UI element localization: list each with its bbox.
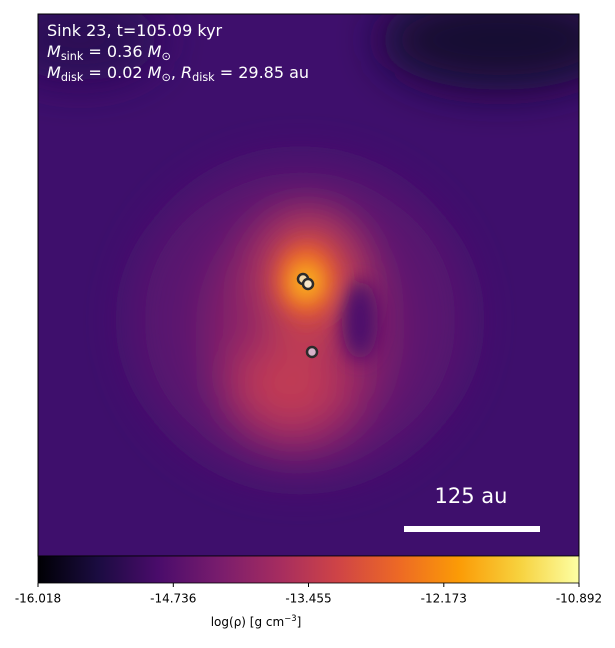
- colorbar-tick-label: -16.018: [15, 592, 61, 606]
- text-segment: M: [148, 42, 162, 61]
- text-segment: = 0.02: [83, 63, 147, 82]
- annotation-line: Sink 23, t=105.09 kyr: [47, 21, 223, 40]
- text-segment: ⊙: [161, 50, 170, 63]
- annotations: Sink 23, t=105.09 kyr Msink = 0.36 M⊙ Mdis…: [47, 21, 309, 84]
- colorbar-label: log(ρ) [g cm−3]: [211, 612, 302, 628]
- text-segment: = 29.85 au: [215, 63, 309, 82]
- text-segment: log(ρ) [g cm: [211, 615, 285, 629]
- colorbar-tick-label: -12.173: [421, 592, 467, 606]
- text-segment: = 0.36: [83, 42, 147, 61]
- text-segment: disk: [192, 71, 215, 84]
- text-segment: M: [148, 63, 162, 82]
- text-segment: M: [47, 63, 61, 82]
- text-segment: R: [181, 63, 192, 82]
- annotation-line: Msink = 0.36 M⊙: [47, 42, 171, 63]
- text-segment: ⊙: [161, 71, 170, 84]
- colorbar-tick-label: -14.736: [150, 592, 196, 606]
- density-image: [38, 14, 579, 556]
- scale-bar-label: 125 au: [435, 484, 508, 508]
- annotation-line: Mdisk = 0.02 M⊙, Rdisk = 29.85 au: [47, 63, 309, 84]
- text-segment: sink: [61, 50, 84, 63]
- sink: [305, 345, 319, 359]
- text-segment: ,: [171, 63, 181, 82]
- text-segment: Sink 23, t=105.09 kyr: [47, 21, 223, 40]
- text-segment: M: [47, 42, 61, 61]
- sink: [301, 277, 315, 291]
- colorbar-tick-label: -13.455: [285, 592, 331, 606]
- colorbar: [37, 555, 580, 584]
- scale-bar: [404, 526, 540, 532]
- text-segment: ]: [297, 615, 302, 629]
- text-segment: disk: [61, 71, 84, 84]
- colorbar-tick-label: -10.892: [556, 592, 602, 606]
- sinks: [296, 272, 319, 359]
- text-segment: −3: [284, 612, 296, 622]
